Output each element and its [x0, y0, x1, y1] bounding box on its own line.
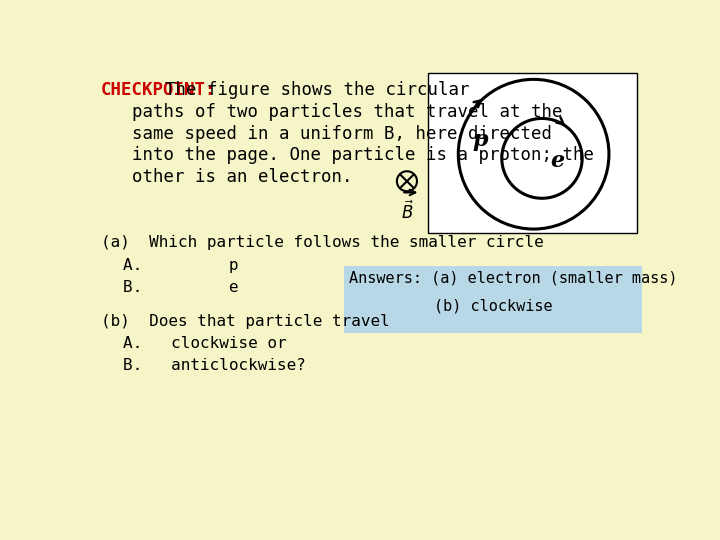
Text: Answers: (a) electron (smaller mass): Answers: (a) electron (smaller mass)	[349, 271, 678, 286]
Text: p: p	[473, 129, 488, 151]
Text: A.   clockwise or: A. clockwise or	[124, 336, 287, 351]
Text: B.   anticlockwise?: B. anticlockwise?	[124, 358, 306, 373]
Text: $\vec{B}$: $\vec{B}$	[401, 201, 415, 223]
Bar	[428, 73, 636, 233]
Text: The figure shows the circular: The figure shows the circular	[166, 82, 470, 99]
Text: CHECKPOINT:: CHECKPOINT:	[101, 82, 217, 99]
Bar	[344, 266, 642, 333]
Text: (b) clockwise: (b) clockwise	[434, 299, 552, 313]
Text: B.         e: B. e	[124, 280, 239, 295]
Text: into the page. One particle is a proton; the: into the page. One particle is a proton;…	[132, 146, 594, 164]
Text: same speed in a uniform B, here directed: same speed in a uniform B, here directed	[132, 125, 552, 143]
Text: A.         p: A. p	[124, 258, 239, 273]
Text: e: e	[551, 150, 564, 172]
Text: other is an electron.: other is an electron.	[132, 168, 352, 186]
Text: (b)  Does that particle travel: (b) Does that particle travel	[101, 314, 390, 329]
Text: paths of two particles that travel at the: paths of two particles that travel at th…	[132, 103, 562, 121]
Text: (a)  Which particle follows the smaller circle: (a) Which particle follows the smaller c…	[101, 235, 544, 250]
